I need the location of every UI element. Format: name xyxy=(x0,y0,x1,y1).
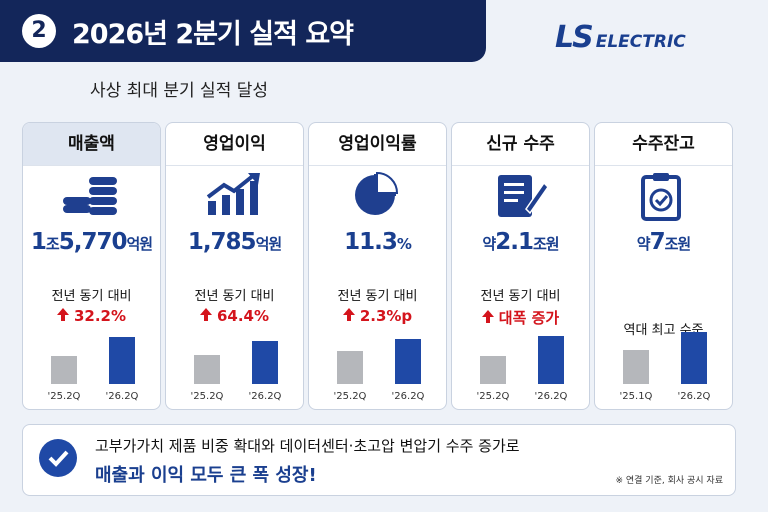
card-value: 약2.1조원 xyxy=(452,229,589,255)
icon-svg xyxy=(355,171,399,215)
value-part: 조원 xyxy=(532,235,560,253)
header-bar: 2 2026년 2분기 실적 요약 xyxy=(0,0,486,62)
bar xyxy=(109,337,135,384)
value-part: 7 xyxy=(649,229,666,255)
bar-label: '26.2Q xyxy=(248,391,282,402)
icon xyxy=(347,171,409,225)
icon-svg xyxy=(498,175,549,217)
badge: 2 xyxy=(22,14,56,48)
card-value: 약7조원 xyxy=(595,229,732,255)
value-part: % xyxy=(396,235,412,253)
value-part: 억원 xyxy=(126,235,153,253)
change-value: 64.4% xyxy=(216,307,270,325)
bar xyxy=(194,355,220,384)
icon xyxy=(633,171,695,225)
compare-label: 전년 동기 대비 xyxy=(194,289,275,304)
logo-ls: LS xyxy=(555,20,594,55)
value-part: 약 xyxy=(482,235,496,253)
card-title: 영업이익 xyxy=(166,123,303,166)
compare-label: 전년 동기 대비 xyxy=(480,289,561,304)
bar xyxy=(480,356,506,384)
card-value: 1조5,770억원 xyxy=(23,229,160,255)
compare-label: 전년 동기 대비 xyxy=(337,289,418,304)
value-part: 억원 xyxy=(255,235,283,253)
bar xyxy=(51,356,77,384)
icon xyxy=(490,171,552,225)
check-icon xyxy=(39,439,77,477)
footer: 고부가가치 제품 비중 확대와 데이터센터·초고압 변압기 수주 증가로 매출과… xyxy=(22,424,736,496)
bar-label: '25.2Q xyxy=(47,391,81,402)
up-arrow xyxy=(342,307,360,325)
value-part: 조 xyxy=(45,235,60,253)
bar-label: '25.2Q xyxy=(190,391,224,402)
bar-label: '25.2Q xyxy=(333,391,367,402)
icon-svg xyxy=(63,177,117,215)
value-part: 조원 xyxy=(664,235,692,253)
title: 2026년 2분기 실적 요약 xyxy=(72,19,354,50)
icon-svg xyxy=(641,173,681,221)
card-title: 영업이익률 xyxy=(309,123,446,166)
change: 64.4% xyxy=(166,307,303,325)
logo: LS ELECTRIC xyxy=(555,20,686,55)
value-part: 약 xyxy=(636,235,651,253)
icon xyxy=(204,171,266,225)
bar-label: '26.2Q xyxy=(534,391,568,402)
change-value: 32.2% xyxy=(73,307,127,325)
icon xyxy=(61,171,123,225)
footer-headline: 매출과 이익 모두 큰 폭 성장! xyxy=(95,465,317,486)
bar-label: '25.2Q xyxy=(476,391,510,402)
change: 32.2% xyxy=(23,307,160,325)
up-arrow xyxy=(56,307,74,325)
change: 대폭 증가 xyxy=(452,307,589,328)
value-part: 1,785 xyxy=(187,229,257,255)
card-title: 매출액 xyxy=(23,123,160,166)
value-part: 1 xyxy=(30,229,47,255)
change-value: 2.3%p xyxy=(359,307,413,325)
card-title: 신규 수주 xyxy=(452,123,589,166)
card-title: 수주잔고 xyxy=(595,123,732,166)
bar xyxy=(681,332,707,384)
bar xyxy=(395,339,421,384)
card-value: 1,785억원 xyxy=(166,229,303,255)
bar-label: '26.2Q xyxy=(677,391,711,402)
footer-note: ※ 연결 기준, 회사 공시 자료 xyxy=(615,476,723,486)
value-part: 11.3 xyxy=(344,229,398,255)
bar-label: '25.1Q xyxy=(619,391,653,402)
footer-line: 고부가가치 제품 비중 확대와 데이터센터·초고압 변압기 수주 증가로 xyxy=(95,437,520,455)
bar xyxy=(538,336,564,384)
card-value: 11.3% xyxy=(309,229,446,255)
compare-label: 역대 최고 수준 xyxy=(623,323,704,338)
up-arrow xyxy=(199,307,217,325)
subtitle: 사상 최대 분기 실적 달성 xyxy=(90,81,269,101)
value-part: 2.1 xyxy=(495,229,534,255)
change: 2.3%p xyxy=(309,307,446,325)
logo-electric: ELECTRIC xyxy=(595,32,686,52)
icon-svg xyxy=(206,173,260,215)
bar xyxy=(252,341,278,384)
bar xyxy=(623,350,649,384)
value-part: 5,770 xyxy=(58,229,128,255)
bar-label: '26.2Q xyxy=(391,391,425,402)
kpi-card: 영업이익률 11.3% 전년 동기 대비 2.3%p '25.2Q '26.2Q xyxy=(308,122,447,410)
compare-label: 전년 동기 대비 xyxy=(51,289,132,304)
up-arrow xyxy=(481,309,499,327)
bar xyxy=(337,351,363,384)
bar-label: '26.2Q xyxy=(105,391,139,402)
change-value: 대폭 증가 xyxy=(498,309,560,327)
